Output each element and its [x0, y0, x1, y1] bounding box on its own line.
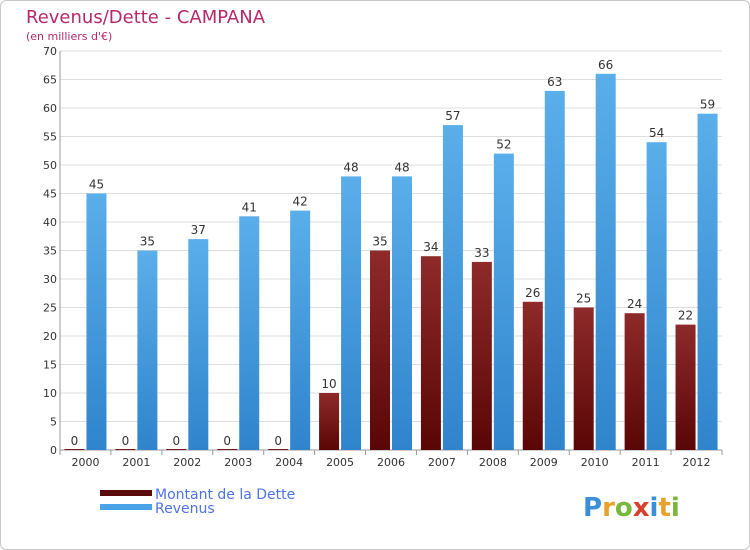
x-tick-label: 2009	[530, 456, 558, 469]
bar-revenus	[392, 176, 412, 450]
legend-swatch	[100, 504, 152, 510]
bar-dette	[675, 324, 696, 450]
data-label: 0	[71, 434, 79, 448]
y-tick-label: 35	[43, 245, 57, 258]
data-label: 24	[627, 297, 642, 311]
grid-lines	[59, 50, 722, 451]
chart-subtitle: (en milliers d'€)	[26, 30, 112, 43]
data-label: 66	[598, 58, 613, 72]
data-label: 22	[678, 309, 693, 323]
y-tick-label: 60	[43, 102, 57, 115]
x-tick-label: 2002	[173, 456, 201, 469]
y-tick-label: 15	[43, 359, 57, 372]
data-label: 52	[496, 138, 511, 152]
data-label: 0	[223, 434, 231, 448]
x-axis-ticks: 2000 2001 2002 2003 2004 2005 2006 2007 2008 2009…	[59, 450, 723, 469]
bar-revenus	[188, 239, 209, 450]
y-axis-ticks: 0 5 10 15 20 25 30 35 40 45 50 55 60 65 70	[43, 45, 57, 457]
x-tick-label: 2012	[683, 456, 711, 469]
y-tick-label: 0	[50, 444, 57, 457]
data-label: 48	[394, 160, 409, 174]
y-tick-label: 10	[43, 387, 57, 400]
bar-revenus	[341, 176, 362, 450]
data-label: 54	[649, 126, 664, 140]
bar-dette	[471, 261, 492, 450]
data-label: 26	[525, 286, 540, 300]
data-label: 42	[293, 195, 308, 209]
bar-revenus	[646, 142, 667, 450]
y-tick-label: 65	[43, 74, 57, 87]
bar-dette	[268, 449, 289, 450]
y-tick-label: 40	[43, 216, 57, 229]
bars: 0 45 0 35 0 37 0 41 0 42 10 48 35 48 34 57 33 52 26 63 25 66 2…	[64, 58, 718, 451]
bar-revenus	[239, 216, 260, 450]
x-tick-label: 2008	[479, 456, 507, 469]
bar-dette	[420, 256, 441, 450]
data-label: 33	[474, 246, 489, 260]
legend-label: Montant de la Dette	[155, 487, 295, 503]
x-tick-label: 2004	[275, 456, 303, 469]
bar-dette	[115, 449, 136, 450]
data-label: 59	[700, 98, 715, 112]
x-tick-label: 2006	[377, 456, 405, 469]
x-tick-label: 2001	[122, 456, 150, 469]
data-label: 48	[343, 160, 358, 174]
y-tick-label: 25	[43, 302, 57, 315]
x-tick-label: 2010	[581, 456, 609, 469]
bar-revenus	[137, 250, 158, 450]
data-label: 0	[172, 434, 180, 448]
bar-revenus	[86, 193, 107, 450]
data-label: 34	[423, 240, 438, 254]
bar-revenus	[493, 153, 514, 450]
y-tick-label: 55	[43, 131, 57, 144]
data-label: 35	[372, 235, 387, 249]
y-tick-label: 50	[43, 159, 57, 172]
x-tick-label: 2011	[632, 456, 660, 469]
bar-revenus	[595, 73, 616, 451]
bar-dette	[217, 449, 238, 450]
x-tick-label: 2003	[224, 456, 252, 469]
x-tick-label: 2000	[71, 456, 99, 469]
bar-revenus	[442, 125, 463, 450]
proxiti-logo: Proxiti	[583, 493, 680, 523]
bar-revenus	[697, 113, 718, 450]
bar-dette	[319, 393, 340, 450]
data-label: 63	[547, 75, 562, 89]
y-tick-label: 70	[43, 45, 57, 58]
bar-dette	[573, 307, 594, 450]
data-label: 45	[89, 178, 104, 192]
data-label: 57	[445, 109, 460, 123]
bar-revenus	[290, 210, 311, 450]
x-tick-label: 2005	[326, 456, 354, 469]
y-tick-label: 45	[43, 188, 57, 201]
y-tick-label: 30	[43, 273, 57, 286]
data-label: 0	[122, 434, 130, 448]
legend-swatch	[100, 490, 152, 496]
legend-label: Revenus	[155, 501, 215, 517]
bar-dette	[522, 301, 543, 450]
y-tick-label: 5	[50, 416, 57, 429]
bar-dette	[370, 250, 390, 450]
data-label: 10	[321, 377, 336, 391]
data-label: 37	[191, 223, 206, 237]
data-label: 25	[576, 292, 591, 306]
bar-revenus	[544, 90, 565, 451]
bar-dette	[64, 449, 85, 450]
y-tick-label: 20	[43, 330, 57, 343]
x-tick-label: 2007	[428, 456, 456, 469]
chart-title: Revenus/Dette - CAMPANA	[26, 7, 266, 28]
data-label: 0	[274, 434, 282, 448]
data-label: 35	[140, 235, 155, 249]
bar-dette	[166, 449, 187, 450]
bar-dette	[624, 313, 645, 450]
data-label: 41	[242, 200, 257, 214]
